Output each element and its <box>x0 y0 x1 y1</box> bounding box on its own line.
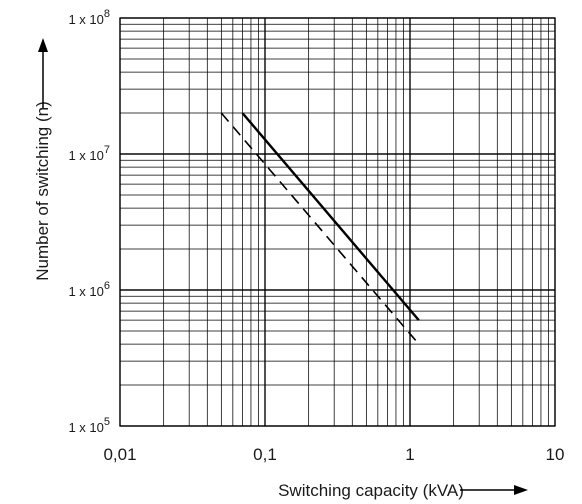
x-tick-labels: 0,01 0,1 1 10 <box>103 445 564 464</box>
y-tick-label: 1 x 106 <box>68 280 110 299</box>
y-tick-label: 1 x 105 <box>68 416 110 435</box>
y-axis-arrow <box>38 38 48 108</box>
series-line-solid <box>241 112 420 321</box>
y-tick-label: 1 x 108 <box>68 8 110 27</box>
x-tick-label: 1 <box>405 445 414 464</box>
x-tick-label: 0,1 <box>253 445 277 464</box>
series-line-dashed <box>220 112 420 345</box>
plot-frame <box>119 17 556 427</box>
y-tick-labels: 1 x 105 1 x 106 1 x 107 1 x 108 <box>68 8 110 435</box>
x-tick-label: 0,01 <box>103 445 136 464</box>
grid <box>119 17 556 427</box>
series-layer <box>220 112 420 345</box>
x-axis-arrow <box>460 485 528 495</box>
y-axis-label: Number of switching (n) <box>33 101 52 281</box>
x-tick-label: 10 <box>546 445 565 464</box>
y-tick-label: 1 x 107 <box>68 144 110 163</box>
x-axis-label: Switching capacity (kVA) <box>278 481 464 500</box>
